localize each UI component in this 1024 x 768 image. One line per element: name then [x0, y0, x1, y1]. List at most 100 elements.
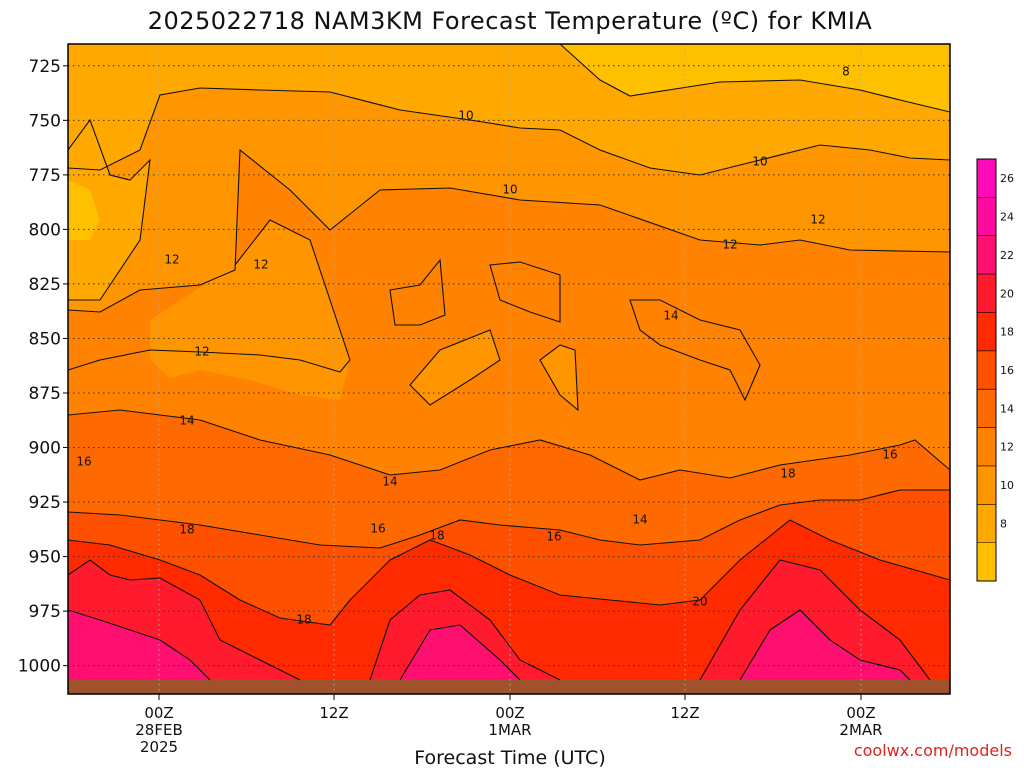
- x-tick-label: 00Z: [144, 704, 173, 722]
- temperature-band: [390, 260, 445, 325]
- x-tick-label: 1MAR: [488, 721, 531, 739]
- contour-label: 14: [663, 309, 678, 323]
- colorbar-swatch: [977, 197, 996, 237]
- temperature-band: [490, 262, 560, 322]
- contour-line: [369, 589, 561, 681]
- colorbar-label: 20: [1000, 287, 1014, 300]
- y-tick-label: 975: [29, 602, 61, 622]
- x-axis-label: Forecast Time (UTC): [414, 747, 605, 768]
- contour-line: [699, 559, 931, 681]
- x-tick-label: 00Z: [846, 704, 875, 722]
- temperature-band: [630, 300, 760, 400]
- contour-label: 20: [692, 595, 707, 609]
- x-tick-label: 00Z: [495, 704, 524, 722]
- temperature-band: [68, 610, 210, 680]
- contour-line: [389, 258, 446, 326]
- temperature-band: [740, 610, 910, 680]
- y-tick-label: 925: [29, 493, 61, 513]
- contour-line: [559, 43, 951, 113]
- x-tick-label: 12Z: [319, 704, 348, 722]
- temperature-band: [68, 180, 100, 240]
- contour-lines: [67, 43, 951, 681]
- x-tick-label: 28FEB: [135, 721, 182, 739]
- y-tick-label: 750: [29, 111, 61, 131]
- contour-label: 8: [842, 65, 850, 79]
- y-tick-label: 825: [29, 275, 61, 295]
- contour-label: 14: [382, 475, 397, 489]
- contour-line: [489, 261, 561, 323]
- contour-line: [67, 148, 951, 313]
- contour-line: [67, 87, 951, 176]
- contour-line: [67, 609, 211, 681]
- contour-line: [67, 349, 351, 373]
- contour-line: [67, 489, 950, 549]
- temperature-band: [560, 44, 950, 112]
- contour-label: 12: [722, 238, 737, 252]
- y-tick-label: 725: [29, 57, 61, 77]
- contour-label: 16: [882, 448, 897, 462]
- contour-label: 16: [76, 455, 91, 469]
- contour-label: 10: [502, 183, 517, 197]
- y-tick-label: 875: [29, 384, 61, 404]
- plot-area: [68, 44, 950, 694]
- contour-label: 12: [194, 345, 209, 359]
- colorbar-label: 24: [1000, 211, 1014, 224]
- contour-label: 14: [179, 414, 194, 428]
- colorbar-swatch: [977, 542, 996, 582]
- contour-labels: 8 10 10 10 12 12 12 12 12 14 14 14 14 16 16 16 16 18 18 18 1…: [76, 65, 897, 627]
- colorbar-swatch: [977, 350, 996, 390]
- y-tick-label: 775: [29, 166, 61, 186]
- contour-line: [67, 409, 951, 481]
- contour-line: [234, 219, 351, 361]
- colorbar-swatch: [977, 235, 996, 275]
- colorbar-swatch: [977, 504, 996, 544]
- chart-title: 2025022718 NAM3KM Forecast Temperature (…: [148, 7, 873, 35]
- contour-line: [67, 118, 151, 301]
- ground-surface: [68, 679, 950, 694]
- colorbar-label: 14: [1000, 402, 1014, 415]
- contour-label: 12: [253, 258, 268, 272]
- contour-label: 12: [164, 253, 179, 267]
- y-tick-label: 1000: [18, 657, 61, 677]
- x-tick-label: 2025: [140, 738, 178, 756]
- colorbar-label: 16: [1000, 364, 1014, 377]
- colorbar-label: 12: [1000, 441, 1014, 454]
- contour-line: [409, 329, 501, 406]
- colorbar-swatch: [977, 312, 996, 352]
- colorbar-label: 26: [1000, 172, 1014, 185]
- contour-line: [539, 344, 579, 412]
- contour-line: [739, 609, 911, 681]
- colorbar-swatch: [977, 427, 996, 467]
- contour-label: 18: [179, 523, 194, 537]
- colorbar: 8 10 12 14 16 18 20 22 24 26: [976, 158, 1014, 582]
- contour-label: 18: [780, 467, 795, 481]
- contour-line: [67, 559, 301, 681]
- contour-label: 18: [429, 529, 444, 543]
- y-tick-label: 800: [29, 220, 61, 240]
- credit-link[interactable]: coolwx.com/models: [854, 741, 1012, 760]
- contour-line: [399, 624, 521, 681]
- contour-label: 10: [752, 155, 767, 169]
- contour-label: 16: [370, 522, 385, 536]
- contour-label: 14: [632, 513, 647, 527]
- contour-label: 12: [810, 213, 825, 227]
- contour-label: 18: [296, 613, 311, 627]
- contour-label: 10: [458, 109, 473, 123]
- colorbar-label: 22: [1000, 249, 1014, 262]
- contour-line: [629, 299, 761, 402]
- temperature-band: [150, 220, 350, 400]
- temperature-band: [540, 345, 578, 410]
- contour-label: 16: [546, 530, 561, 544]
- colorbar-swatch: [977, 274, 996, 313]
- y-axis: 725 750 775 800 825 850 875 900 925 950 975 1000: [18, 57, 68, 677]
- colorbar-label: 10: [1000, 479, 1014, 492]
- contour-line: [67, 519, 951, 626]
- temperature-band: [400, 625, 520, 680]
- y-tick-label: 900: [29, 439, 61, 459]
- x-tick-label: 12Z: [670, 704, 699, 722]
- colorbar-swatch: [977, 389, 996, 429]
- colorbar-swatch: [977, 159, 996, 198]
- plot-frame: [67, 43, 951, 695]
